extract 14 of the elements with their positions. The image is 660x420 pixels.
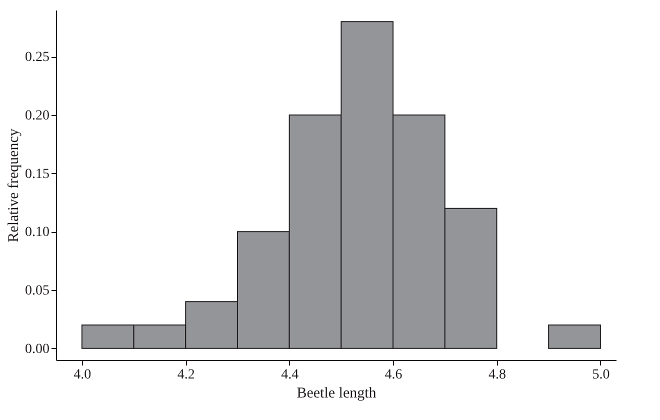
- y-tick-label: 0.15: [25, 166, 50, 182]
- y-tick-label: 0.10: [25, 225, 50, 240]
- y-tick-label: 0.20: [25, 108, 50, 124]
- y-tick-label: 0.00: [25, 342, 50, 357]
- x-tick-label: 4.2: [177, 368, 195, 382]
- x-tick-label: 5.0: [592, 368, 610, 382]
- x-tick-label: 4.8: [488, 368, 506, 382]
- x-axis-title: Beetle length: [296, 386, 377, 402]
- x-tick-label: 4.4: [281, 368, 299, 382]
- x-tick-label: 4.6: [384, 368, 402, 382]
- x-tick-label: 4.0: [74, 368, 92, 382]
- y-axis-title: Relative frequency: [6, 128, 22, 242]
- y-tick-label: 0.05: [25, 284, 50, 298]
- y-tick-label: 0.25: [25, 50, 50, 66]
